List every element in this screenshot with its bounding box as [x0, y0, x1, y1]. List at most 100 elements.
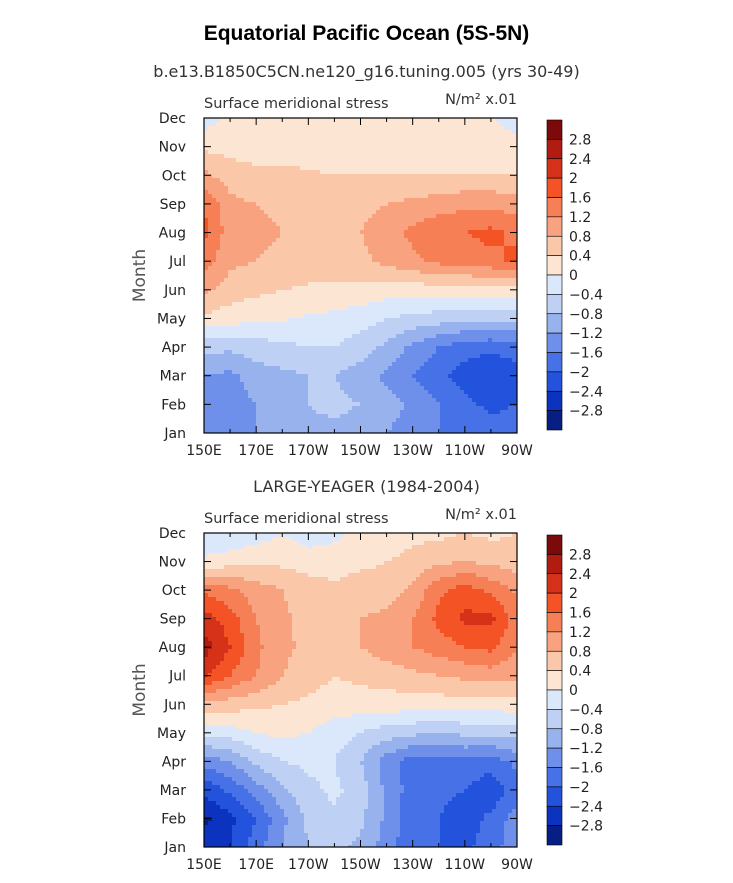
heatmap-cell: [352, 230, 357, 235]
heatmap-cell: [496, 230, 501, 235]
heatmap-cell: [316, 282, 321, 287]
heatmap-cell: [360, 206, 365, 211]
heatmap-cell: [424, 318, 429, 323]
heatmap-field: [204, 118, 518, 434]
heatmap-cell: [308, 142, 313, 147]
heatmap-cell: [316, 146, 321, 151]
heatmap-cell: [368, 214, 373, 219]
heatmap-cell: [368, 170, 373, 175]
heatmap-cell: [464, 198, 469, 203]
heatmap-cell: [392, 226, 397, 231]
heatmap-cell: [292, 206, 297, 211]
heatmap-cell: [208, 298, 213, 303]
heatmap-cell: [244, 150, 249, 155]
heatmap-cell: [296, 214, 301, 219]
heatmap-cell: [448, 166, 453, 171]
heatmap-cell: [288, 166, 293, 171]
heatmap-cell: [472, 194, 477, 199]
heatmap-cell: [300, 134, 305, 139]
heatmap-cell: [324, 326, 329, 331]
heatmap-cell: [424, 166, 429, 171]
heatmap-cell: [312, 186, 317, 191]
heatmap-cell: [452, 246, 457, 251]
heatmap-cell: [456, 146, 461, 151]
heatmap-cell: [460, 234, 465, 239]
heatmap-cell: [444, 214, 449, 219]
heatmap-cell: [456, 298, 461, 303]
heatmap-cell: [420, 138, 425, 143]
heatmap-cell: [468, 302, 473, 307]
heatmap-cell: [412, 150, 417, 155]
heatmap-cell: [332, 146, 337, 151]
heatmap-cell: [372, 242, 377, 247]
heatmap-cell: [408, 210, 413, 215]
heatmap-cell: [504, 358, 509, 363]
heatmap-cell: [428, 258, 433, 263]
heatmap-cell: [356, 298, 361, 303]
heatmap-cell: [416, 366, 421, 371]
heatmap-cell: [480, 358, 485, 363]
heatmap-cell: [464, 238, 469, 243]
heatmap-cell: [300, 298, 305, 303]
heatmap-cell: [508, 150, 513, 155]
heatmap-cell: [208, 210, 213, 215]
heatmap-cell: [396, 354, 401, 359]
heatmap-cell: [364, 290, 369, 295]
heatmap-cell: [432, 258, 437, 263]
heatmap-cell: [512, 262, 517, 267]
heatmap-cell: [432, 270, 437, 275]
heatmap-cell: [396, 318, 401, 323]
heatmap-cell: [268, 222, 273, 227]
heatmap-cell: [240, 266, 245, 271]
heatmap-cell: [512, 190, 517, 195]
heatmap-cell: [368, 210, 373, 215]
heatmap-cell: [372, 186, 377, 191]
heatmap-cell: [396, 234, 401, 239]
heatmap-cell: [468, 314, 473, 319]
heatmap-cell: [484, 218, 489, 223]
heatmap-cell: [304, 358, 309, 363]
heatmap-cell: [392, 122, 397, 127]
heatmap-cell: [492, 174, 497, 179]
heatmap-cell: [276, 350, 281, 355]
heatmap-cell: [208, 286, 213, 291]
heatmap-cell: [504, 174, 509, 179]
heatmap-cell: [404, 186, 409, 191]
heatmap-cell: [420, 346, 425, 351]
heatmap-cell: [500, 242, 505, 247]
heatmap-cell: [284, 190, 289, 195]
heatmap-cell: [240, 342, 245, 347]
heatmap-cell: [212, 194, 217, 199]
heatmap-cell: [512, 250, 517, 255]
heatmap-cell: [464, 290, 469, 295]
heatmap-cell: [304, 346, 309, 351]
heatmap-cell: [340, 210, 345, 215]
heatmap-cell: [244, 130, 249, 135]
heatmap-cell: [388, 170, 393, 175]
heatmap-cell: [284, 194, 289, 199]
heatmap-cell: [288, 134, 293, 139]
heatmap-cell: [304, 198, 309, 203]
heatmap-cell: [468, 262, 473, 267]
heatmap-cell: [300, 150, 305, 155]
heatmap-cell: [500, 126, 505, 131]
heatmap-cell: [312, 230, 317, 235]
heatmap-cell: [204, 214, 209, 219]
heatmap-cell: [332, 358, 337, 363]
heatmap-cell: [360, 162, 365, 167]
heatmap-cell: [216, 330, 221, 335]
heatmap-cell: [360, 270, 365, 275]
heatmap-cell: [380, 158, 385, 163]
heatmap-cell: [344, 258, 349, 263]
heatmap-cell: [228, 154, 233, 159]
heatmap-cell: [224, 334, 229, 339]
heatmap-cell: [244, 166, 249, 171]
heatmap-cell: [228, 130, 233, 135]
heatmap-cell: [464, 278, 469, 283]
heatmap-cell: [336, 238, 341, 243]
heatmap-cell: [284, 226, 289, 231]
heatmap-cell: [392, 158, 397, 163]
heatmap-cell: [248, 346, 253, 351]
heatmap-cell: [496, 222, 501, 227]
